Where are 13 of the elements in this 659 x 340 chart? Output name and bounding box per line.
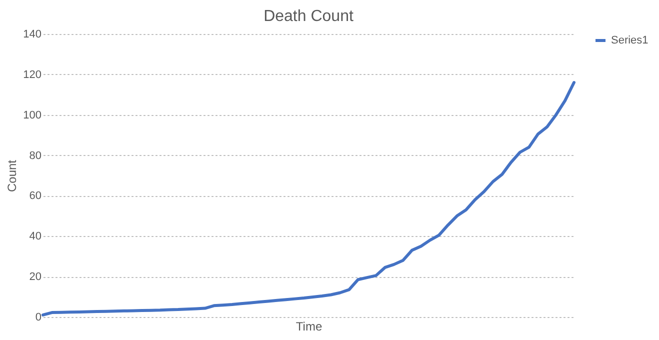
line-series [42,81,576,316]
x-axis-title: Time [296,320,322,334]
y-tick-label: 0 [35,312,42,324]
legend-label: Series1 [611,34,648,46]
y-axis-title: Count [5,159,20,192]
y-tick-label: 120 [23,68,42,81]
y-tick-label: 40 [29,230,42,243]
y-tick-label: 100 [23,109,42,122]
y-tick-label: 20 [29,271,42,284]
y-tick-label: 80 [29,150,42,162]
chart-title: Death Count [264,8,354,25]
y-tick-label: 140 [23,28,42,40]
y-tick-label: 60 [29,190,42,202]
